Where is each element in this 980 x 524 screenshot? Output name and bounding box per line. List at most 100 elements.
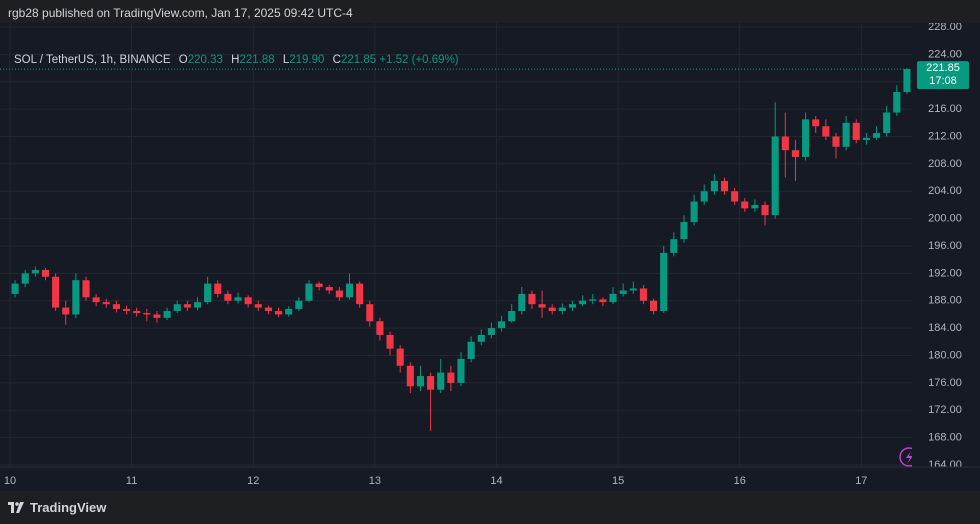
price-scale <box>912 23 980 491</box>
x-tick-label: 15 <box>612 475 624 487</box>
candle-body <box>264 307 272 312</box>
candle-body <box>802 119 810 158</box>
footer: TradingView <box>8 500 106 515</box>
publish-header: rgb28 published on TradingView.com, Jan … <box>8 6 353 20</box>
candle-body <box>852 122 860 140</box>
candle-body <box>731 191 739 202</box>
candle-body <box>72 280 80 315</box>
candle-body <box>275 311 283 315</box>
o-value: 220.33 <box>187 54 223 66</box>
candle-body <box>822 126 830 137</box>
candle-body <box>396 348 404 366</box>
candle-body <box>791 150 799 158</box>
candle-body <box>872 133 881 138</box>
candle-body <box>214 283 222 294</box>
x-tick-label: 11 <box>126 475 137 487</box>
candle-body <box>781 136 789 151</box>
candle-body <box>234 297 242 301</box>
candle-body <box>325 287 333 291</box>
symbol: SOL / TetherUS, 1h, BINANCE <box>14 54 171 66</box>
candle-body <box>356 283 364 305</box>
brand: TradingView <box>30 500 107 515</box>
candle-body <box>133 311 141 314</box>
candle-body <box>538 304 546 308</box>
y-tick-label: 228.00 <box>928 23 962 33</box>
candle-body <box>193 302 202 308</box>
x-tick-label: 17 <box>855 475 867 487</box>
candle-body <box>102 302 110 305</box>
candle-body <box>812 119 820 127</box>
x-tick-label: 12 <box>247 475 259 487</box>
candle-body <box>173 304 181 312</box>
candle-body <box>285 308 293 315</box>
y-tick-label: 212.00 <box>928 130 962 142</box>
h-value: 221.88 <box>239 54 275 66</box>
candle-body <box>487 328 495 335</box>
candle-body <box>427 376 435 390</box>
candle-body <box>112 304 120 309</box>
time-axis <box>0 467 980 491</box>
candle-body <box>376 321 384 335</box>
chart-panel: 164.00 168.00 172.00 176.00 180.00 184.00 188.… <box>0 21 980 491</box>
y-tick-label: 180.00 <box>928 349 962 361</box>
candle-body <box>862 137 870 140</box>
candle-body <box>518 293 526 312</box>
candle-body <box>416 376 425 387</box>
x-tick-label: 10 <box>4 475 16 487</box>
candle-body <box>690 201 698 223</box>
candle-body <box>153 314 161 318</box>
candle-body <box>720 180 729 192</box>
y-tick-label: 172.00 <box>928 404 962 416</box>
candle-body <box>670 239 678 253</box>
candle-body <box>710 180 718 192</box>
candle-body <box>204 283 212 303</box>
candle-body <box>700 191 708 202</box>
countdown: 17:08 <box>929 75 957 87</box>
candle-body <box>589 299 597 301</box>
candle-body <box>457 358 465 383</box>
y-tick-label: 168.00 <box>928 432 962 444</box>
candle-body <box>366 304 374 322</box>
y-tick-label: 200.00 <box>928 213 962 225</box>
candle-body <box>497 321 506 329</box>
candle-body <box>41 269 50 277</box>
candle-body <box>680 222 688 240</box>
candle-body <box>629 288 637 291</box>
candle-body <box>52 276 60 308</box>
candle-body <box>751 204 759 209</box>
lightning-bolt <box>906 451 913 464</box>
candle-body <box>254 304 262 308</box>
candle-body <box>386 334 394 349</box>
candle-body <box>315 283 323 288</box>
candle-body <box>771 136 779 216</box>
l-value: 219.90 <box>289 54 325 66</box>
candle-body <box>893 92 901 113</box>
brand-logo <box>8 502 24 513</box>
candle-body <box>21 273 29 284</box>
y-tick-label: 184.00 <box>928 322 962 334</box>
overlay: 164.00168.00172.00176.00180.00184.00188.… <box>0 21 980 491</box>
candle-body <box>11 283 19 294</box>
candle-body <box>883 112 891 134</box>
candle-body <box>82 280 90 298</box>
last-price-box <box>917 61 969 90</box>
candle-body <box>579 300 587 305</box>
candle-body <box>842 122 850 147</box>
last-price-label: 221.85 <box>926 62 960 74</box>
candle-body <box>609 293 617 303</box>
chart: 164.00168.00172.00176.00180.00184.00188.… <box>0 21 980 491</box>
y-tick-label: 192.00 <box>928 267 962 279</box>
y-tick-label: 204.00 <box>928 185 962 197</box>
candle-body <box>406 365 414 387</box>
candle-body <box>548 307 556 312</box>
candle-body <box>599 299 607 303</box>
y-tick-label: 176.00 <box>928 377 962 389</box>
x-tick-label: 16 <box>734 475 746 487</box>
h-label: H <box>231 54 240 66</box>
candle-body <box>477 334 485 342</box>
candle-body <box>92 297 100 303</box>
plot <box>0 23 912 467</box>
l-label: L <box>282 54 290 66</box>
x-tick-label: 13 <box>369 475 381 487</box>
candle-body <box>244 297 252 305</box>
